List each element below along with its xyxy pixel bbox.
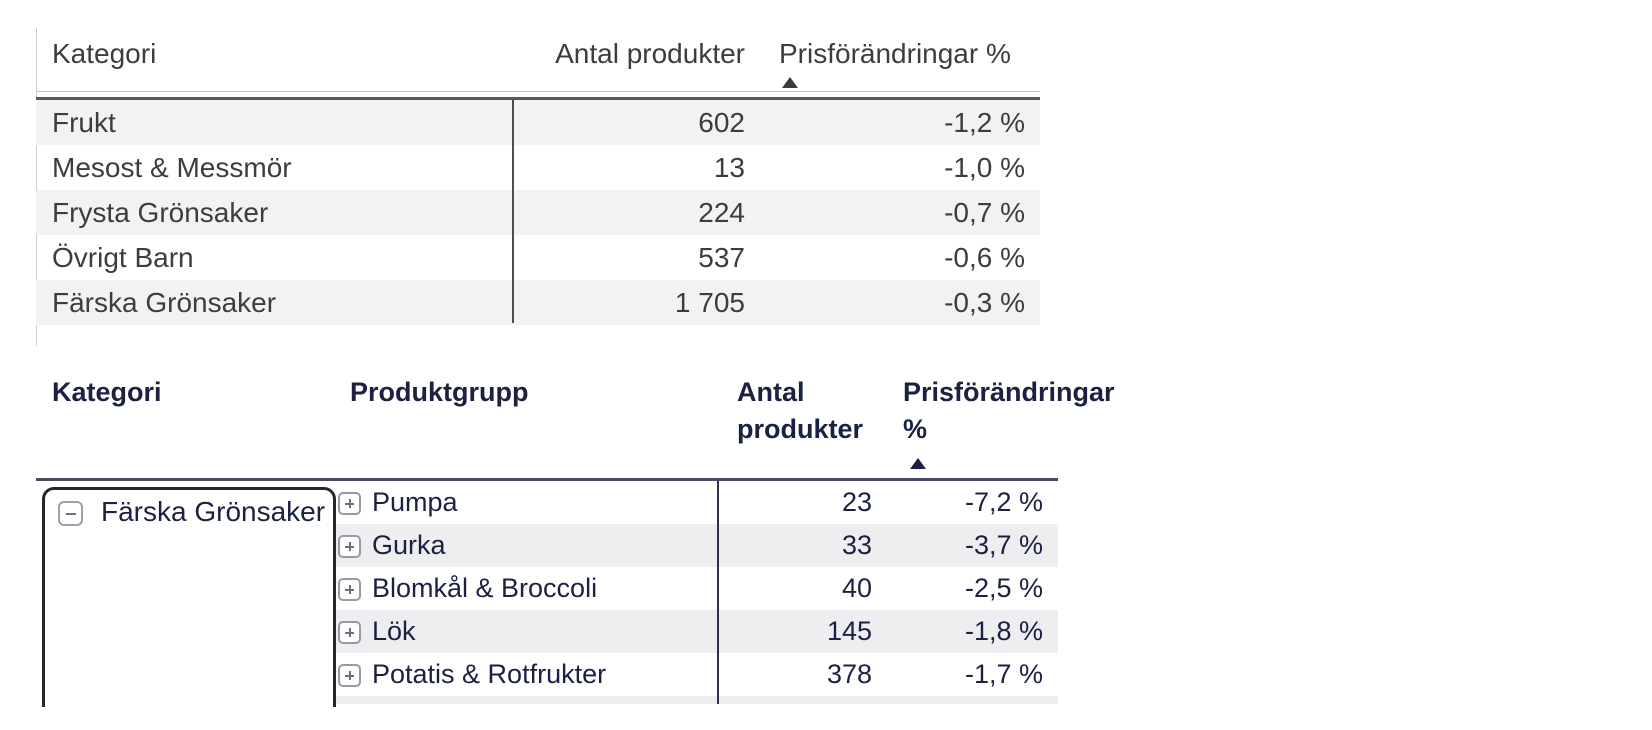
table1-column-divider xyxy=(512,100,514,323)
cell-produktgrupp: Lök xyxy=(372,616,416,646)
cell-kategori: Mesost & Messmör xyxy=(52,152,292,183)
cell-antal: 13 xyxy=(713,152,745,183)
table-row[interactable]: Frysta Grönsaker 224 -0,7 % xyxy=(36,190,1040,235)
cell-pris: -1,8 % xyxy=(964,616,1043,646)
table1-header-antal-produkter[interactable]: Antal produkter xyxy=(555,38,745,69)
table-row-cutoff xyxy=(333,696,1058,704)
table1-body: Frukt 602 -1,2 % Mesost & Messmör 13 -1,… xyxy=(36,100,1040,325)
table-row[interactable]: Gurka 33 -3,7 % xyxy=(333,524,1058,567)
sort-ascending-arrow-icon[interactable] xyxy=(782,77,798,88)
cell-kategori: Frukt xyxy=(52,107,116,138)
matrix-header-prisforandringar[interactable]: Prisförändringar % xyxy=(903,377,1115,444)
cell-pris: -7,2 % xyxy=(964,487,1043,517)
table-row[interactable]: Pumpa 23 -7,2 % xyxy=(333,481,1058,524)
cell-produktgrupp: Blomkål & Broccoli xyxy=(372,573,598,603)
matrix-header-kategori[interactable]: Kategori xyxy=(52,377,162,407)
cell-kategori: Färska Grönsaker xyxy=(52,287,277,318)
matrix-column-divider xyxy=(717,481,719,704)
expand-plus-icon[interactable] xyxy=(338,492,361,515)
table-row[interactable]: Färska Grönsaker 1 705 -0,3 % xyxy=(36,280,1040,325)
table-row[interactable]: Lök 145 -1,8 % xyxy=(333,610,1058,653)
matrix-body: Pumpa 23 -7,2 % Gurka 33 -3,7 % Blomkål … xyxy=(333,481,1058,704)
table1-left-border xyxy=(36,28,37,346)
cell-antal: 40 xyxy=(841,573,872,603)
expand-plus-icon[interactable] xyxy=(338,664,361,687)
table1-header-prisforandringar[interactable]: Prisförändringar % xyxy=(779,38,1011,69)
collapse-minus-icon[interactable] xyxy=(58,501,83,526)
table1-header-underline xyxy=(36,91,1040,92)
cell-produktgrupp: Potatis & Rotfrukter xyxy=(372,659,607,689)
cell-pris: -1,2 % xyxy=(944,107,1025,138)
cell-pris: -2,5 % xyxy=(964,573,1043,603)
cell-pris: -0,3 % xyxy=(944,287,1025,318)
expand-plus-icon[interactable] xyxy=(338,578,361,601)
cell-pris: -3,7 % xyxy=(964,530,1043,560)
table1-body-top-border xyxy=(36,97,1040,100)
category-group-box[interactable]: Färska Grönsaker xyxy=(42,487,336,707)
cell-pris: -1,7 % xyxy=(964,659,1043,689)
cell-pris: -0,6 % xyxy=(944,242,1025,273)
cell-antal: 1 705 xyxy=(674,287,745,318)
cell-antal: 224 xyxy=(698,197,745,228)
cell-kategori: Övrigt Barn xyxy=(52,242,194,273)
table-row[interactable]: Mesost & Messmör 13 -1,0 % xyxy=(36,145,1040,190)
group-label: Färska Grönsaker xyxy=(101,496,326,527)
expand-plus-icon[interactable] xyxy=(338,621,361,644)
table1-header-kategori[interactable]: Kategori xyxy=(52,38,157,69)
cell-produktgrupp: Gurka xyxy=(372,530,446,560)
table-row[interactable]: Blomkål & Broccoli 40 -2,5 % xyxy=(333,567,1058,610)
cell-antal: 602 xyxy=(698,107,745,138)
cell-kategori: Frysta Grönsaker xyxy=(52,197,269,228)
table-row[interactable]: Potatis & Rotfrukter 378 -1,7 % xyxy=(333,653,1058,696)
sort-ascending-arrow-icon[interactable] xyxy=(910,458,926,469)
cell-produktgrupp: Pumpa xyxy=(372,487,458,517)
matrix-header-antal-produkter[interactable]: Antal produkter xyxy=(737,377,864,444)
cell-antal: 33 xyxy=(841,530,872,560)
cell-antal: 378 xyxy=(826,659,872,689)
cell-pris: -1,0 % xyxy=(944,152,1025,183)
cell-antal: 145 xyxy=(826,616,872,646)
expand-plus-icon[interactable] xyxy=(338,535,361,558)
matrix-body-top-border xyxy=(36,478,1058,481)
matrix-header-produktgrupp[interactable]: Produktgrupp xyxy=(350,377,529,407)
cell-antal: 23 xyxy=(841,487,872,517)
cell-pris: -0,7 % xyxy=(944,197,1025,228)
table-row[interactable]: Frukt 602 -1,2 % xyxy=(36,100,1040,145)
table-row[interactable]: Övrigt Barn 537 -0,6 % xyxy=(36,235,1040,280)
cell-antal: 537 xyxy=(698,242,745,273)
